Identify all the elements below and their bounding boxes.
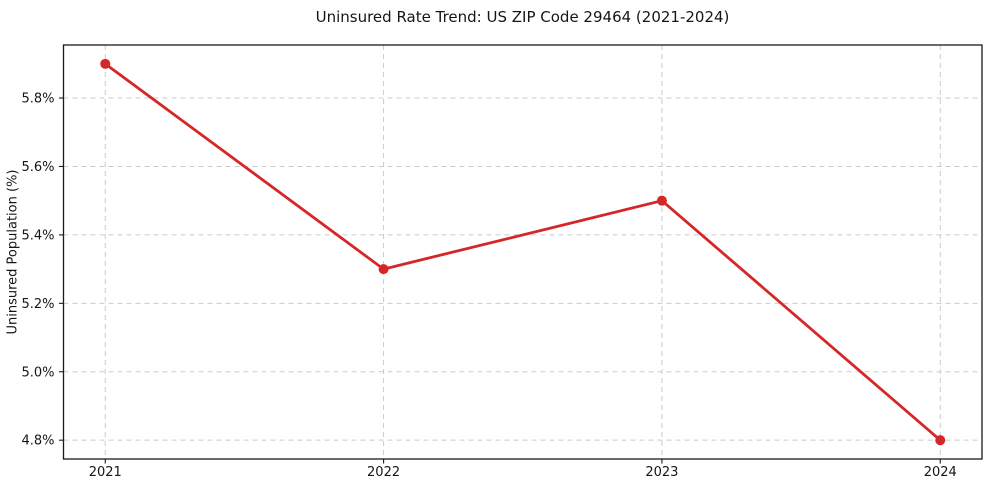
x-axis-tick-label: 2023 xyxy=(645,465,678,480)
chart-title: Uninsured Rate Trend: US ZIP Code 29464 … xyxy=(315,8,730,26)
x-axis-tick-label: 2022 xyxy=(367,465,400,480)
data-line xyxy=(103,62,942,442)
axes-spines xyxy=(62,44,983,460)
y-axis-tick-label: 5.4% xyxy=(21,228,54,243)
y-axis-tick-label: 5.8% xyxy=(21,92,54,107)
y-axis-tick-label: 5.6% xyxy=(21,160,54,175)
y-axis-tick-label: 5.0% xyxy=(21,365,54,380)
data-point xyxy=(656,195,667,206)
data-point xyxy=(935,435,946,446)
y-axis-tick-label: 4.8% xyxy=(21,434,54,449)
data-point xyxy=(100,58,111,69)
y-axis-tick-label: 5.2% xyxy=(21,297,54,312)
data-point xyxy=(378,264,389,275)
x-axis-tick-label: 2024 xyxy=(924,465,957,480)
x-axis-tick-label: 2021 xyxy=(89,465,122,480)
